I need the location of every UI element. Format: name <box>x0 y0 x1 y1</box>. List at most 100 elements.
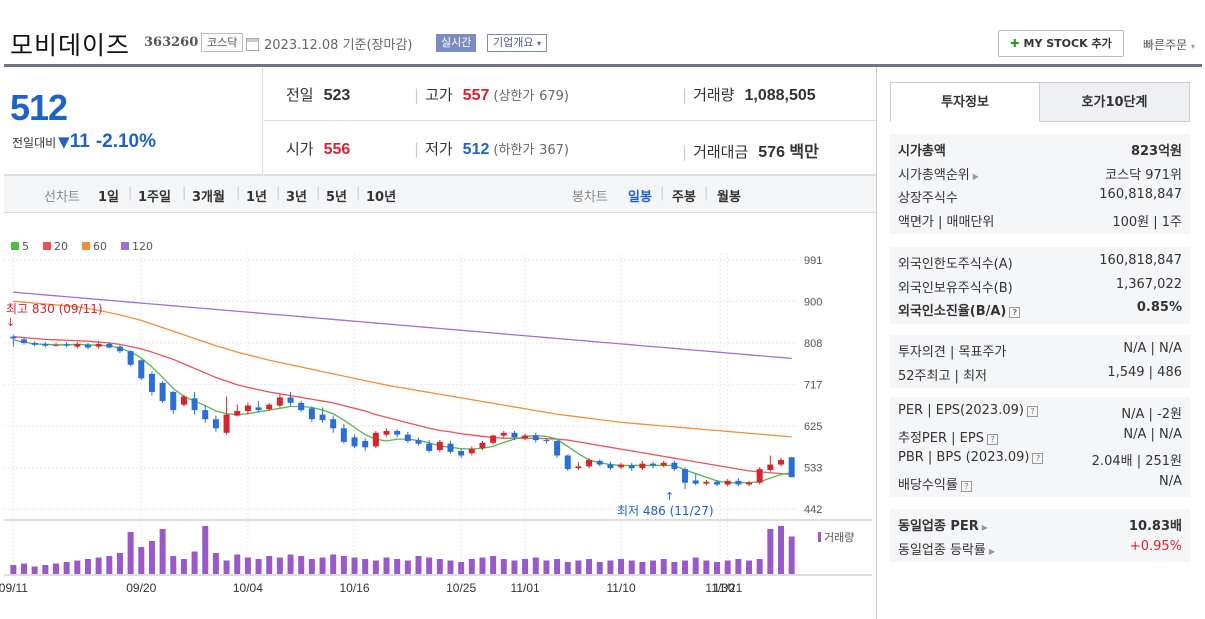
candle-body <box>95 343 102 347</box>
range-1w[interactable]: 1주일 <box>138 190 171 205</box>
plus-icon: ✚ <box>1010 37 1020 50</box>
legend-ma120: 120 <box>121 240 153 253</box>
volume-bar <box>266 556 273 574</box>
legend-swatch <box>43 242 51 250</box>
prev-label: 전일 <box>286 86 314 104</box>
chart-toolbar: 선차트 1일 | 1주일 | 3개월 | 1년 | 3년 | 5년 | 10년 … <box>4 175 876 213</box>
calendar-icon <box>246 38 259 51</box>
company-info-dropdown[interactable]: 기업개요 ▾ <box>487 34 547 52</box>
line-chart-label: 선차트 <box>44 190 80 205</box>
realtime-button[interactable]: 실시간 <box>436 34 477 52</box>
volume-bar <box>372 560 379 574</box>
quick-order-label: 빠른주문 <box>1143 38 1188 52</box>
candle-body <box>554 440 561 456</box>
range-1y[interactable]: 1년 <box>246 190 268 205</box>
legend-label: 5 <box>22 240 29 253</box>
volume-bar <box>180 559 187 574</box>
candle-body <box>756 469 763 483</box>
divider: | <box>682 143 688 161</box>
range-5y[interactable]: 5년 <box>326 190 348 205</box>
tab-investment-info[interactable]: 투자정보 <box>890 82 1040 122</box>
volume-bar <box>330 554 337 574</box>
candle-body <box>458 450 465 456</box>
info-label[interactable]: 동일업종 등락률 ▶ <box>898 542 996 558</box>
info-row: 외국인소진율(B/A)? 0.85% <box>890 297 1190 321</box>
candle-body <box>234 411 241 416</box>
volume-bar <box>650 560 657 574</box>
change-percent: -2.10% <box>95 131 157 152</box>
y-tick-label: 442 <box>804 504 822 516</box>
candle-body <box>660 462 667 466</box>
candle-body <box>522 435 529 439</box>
upper-limit-label: (상한가 <box>493 89 535 104</box>
chevron-down-icon: ▾ <box>536 39 541 48</box>
volume-bar <box>724 560 731 574</box>
x-tick-label: 10/25 <box>446 581 476 595</box>
price-chart[interactable]: 991 900 808 717 625 533 442 09/11 09/20 10/04 10/1… <box>0 213 876 619</box>
volume: | 거래량 1,088,505 <box>682 84 816 105</box>
info-label[interactable]: 동일업종 PER ▶ <box>898 519 988 534</box>
volume-bar <box>596 562 603 574</box>
volume-bar <box>756 559 763 574</box>
period-daily[interactable]: 일봉 <box>628 190 652 205</box>
period-monthly[interactable]: 월봉 <box>717 190 741 205</box>
y-tick-label: 625 <box>804 421 822 433</box>
volume-bar <box>127 532 134 574</box>
change-label: 전일대비 <box>12 136 57 150</box>
x-tick-label: 11/10 <box>607 581 636 595</box>
candle-body <box>170 391 177 411</box>
ma20-line <box>13 336 792 476</box>
volume-bar <box>628 560 635 574</box>
current-price: 512 <box>10 87 68 128</box>
info-label[interactable]: 시가총액순위 ▶ <box>898 167 979 183</box>
help-icon[interactable]: ? <box>1026 406 1038 417</box>
info-row: PBR | BPS (2023.09)? 2.04배 | 251원 <box>890 447 1190 471</box>
candle-body <box>63 344 70 346</box>
mystock-add-button[interactable]: ✚ MY STOCK 추가 <box>998 30 1124 57</box>
info-label: 상장주식수 <box>898 191 958 206</box>
divider: | <box>660 186 665 201</box>
range-3y[interactable]: 3년 <box>286 190 308 205</box>
volume-bar <box>191 551 198 574</box>
info-section: 동일업종 PER ▶ 10.83배 동일업종 등락률 ▶ +0.95% <box>890 509 1190 562</box>
help-icon[interactable]: ? <box>986 433 998 445</box>
info-label: 52주최고 | 최저 <box>898 368 987 384</box>
down-arrow-icon: ▼ <box>58 133 70 151</box>
help-icon[interactable]: ? <box>1009 307 1021 318</box>
legend-label: 20 <box>54 240 68 253</box>
legend-swatch <box>121 242 129 250</box>
candle-body <box>223 414 230 433</box>
info-row: PER | EPS(2023.09)? N/A | -2원 <box>890 400 1190 424</box>
period-weekly[interactable]: 주봉 <box>672 190 696 205</box>
range-3m[interactable]: 3개월 <box>192 190 225 205</box>
info-value: 1,549 | 486 <box>1107 364 1182 380</box>
volume-bar <box>479 557 486 574</box>
tab-hoga[interactable]: 호가10단계 <box>1040 82 1190 122</box>
range-1d[interactable]: 1일 <box>98 190 120 205</box>
info-value: N/A <box>1159 473 1182 489</box>
candle-body <box>490 435 497 443</box>
range-10y[interactable]: 10년 <box>366 190 397 205</box>
volume-bar <box>532 557 539 574</box>
candle-body <box>84 344 91 348</box>
volume-bar <box>500 559 507 574</box>
info-label: 외국인한도주식수(A) <box>898 257 1013 272</box>
amount-label: 거래대금 <box>693 143 749 161</box>
candle-body <box>138 360 145 379</box>
help-icon[interactable]: ? <box>1032 453 1044 464</box>
volume-bar <box>116 553 123 574</box>
quick-order-button[interactable]: 빠른주문 ▾ <box>1143 36 1195 53</box>
help-icon[interactable]: ? <box>960 480 972 492</box>
candle-body <box>287 397 294 403</box>
divider: | <box>356 186 361 201</box>
candle-body <box>394 430 401 435</box>
volume-bar <box>106 556 113 574</box>
volume-bar <box>10 565 17 574</box>
info-label: 액면가 | 매매단위 <box>898 214 995 230</box>
info-row: 시가총액 823억원 <box>890 137 1190 161</box>
candle-body <box>724 480 731 485</box>
volume-bar <box>340 556 347 574</box>
candle-body <box>74 343 81 347</box>
ma60-line <box>13 300 792 438</box>
prev-value: 523 <box>323 87 351 104</box>
